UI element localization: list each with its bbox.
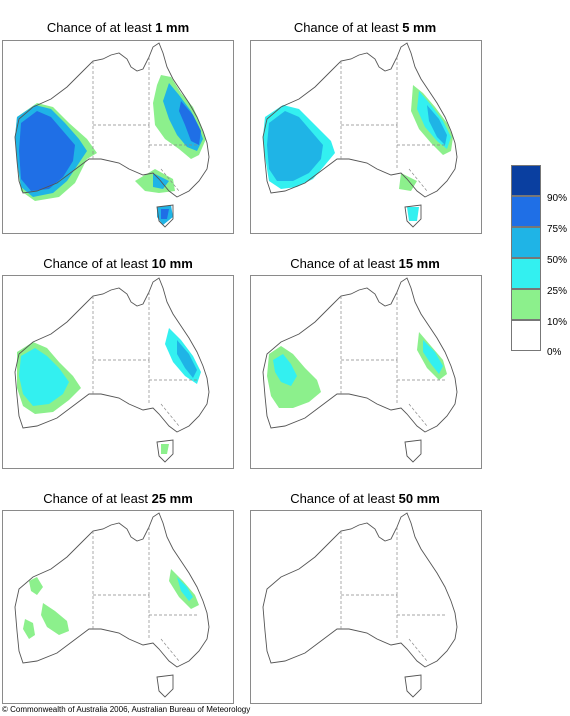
tasmania-rain <box>161 444 169 454</box>
australia-coastline <box>262 277 458 433</box>
state-borders <box>92 292 199 427</box>
state-borders <box>92 527 199 662</box>
state-borders <box>92 57 199 192</box>
probability-legend: 90% 75% 50% 25% 10% 0% <box>511 165 567 358</box>
rain-area-west-25mm <box>23 577 69 639</box>
map-50mm <box>262 512 458 698</box>
legend-label-90: 90% <box>547 193 568 204</box>
rain-area-west-5mm <box>263 105 335 189</box>
australia-coastline <box>14 277 210 433</box>
panel-title-15mm: Chance of at least 15 mm <box>290 256 440 271</box>
rain-area-east-1mm <box>153 75 206 159</box>
tasmania-outline <box>404 674 422 698</box>
map-1mm <box>14 42 210 228</box>
map-panel-50mm <box>250 510 482 704</box>
tasmania-outline <box>156 439 174 463</box>
state-borders <box>340 292 447 427</box>
rain-area-south-1mm <box>135 169 175 225</box>
tasmania-outline <box>404 439 422 463</box>
legend-swatch-25 <box>511 258 541 289</box>
tasmania-outline <box>404 204 422 228</box>
rain-area-west-1mm <box>15 103 97 201</box>
map-10mm <box>14 277 210 463</box>
map-panel-25mm <box>2 510 234 704</box>
tasmania-outline <box>156 674 174 698</box>
legend-swatch-90 <box>511 165 541 196</box>
state-borders <box>340 527 447 662</box>
rain-area-west-10mm <box>17 342 81 414</box>
map-25mm <box>14 512 210 698</box>
rain-area-east-5mm <box>411 85 453 155</box>
panel-title-1mm: Chance of at least 1 mm <box>46 20 190 35</box>
rain-area-east-25mm <box>169 569 199 609</box>
australia-coastline <box>262 512 458 668</box>
tasmania-outline <box>156 204 174 228</box>
rain-area-east-15mm <box>417 332 447 380</box>
australia-coastline <box>14 42 210 198</box>
legend-swatch-10 <box>511 289 541 320</box>
rain-area-east-10mm <box>165 328 201 384</box>
map-panel-5mm <box>250 40 482 234</box>
panel-title-5mm: Chance of at least 5 mm <box>293 20 437 35</box>
legend-swatch-0 <box>511 320 541 351</box>
rain-area-west-15mm <box>267 346 321 408</box>
panel-title-25mm: Chance of at least 25 mm <box>43 491 193 506</box>
map-panel-1mm <box>2 40 234 234</box>
panel-title-50mm: Chance of at least 50 mm <box>290 491 440 506</box>
panel-title-10mm: Chance of at least 10 mm <box>43 256 193 271</box>
rain-area-south-5mm <box>399 173 419 221</box>
copyright-notice: © Commonwealth of Australia 2006, Austra… <box>2 705 251 714</box>
map-panel-15mm <box>250 275 482 469</box>
australia-coastline <box>262 42 458 198</box>
australia-coastline <box>14 512 210 668</box>
legend-label-50: 50% <box>547 255 568 266</box>
state-borders <box>340 57 447 192</box>
map-5mm <box>262 42 458 228</box>
legend-label-25: 25% <box>547 286 568 297</box>
legend-swatch-75 <box>511 196 541 227</box>
map-15mm <box>262 277 458 463</box>
legend-label-10: 10% <box>547 317 568 328</box>
legend-label-75: 75% <box>547 224 568 235</box>
legend-swatch-50 <box>511 227 541 258</box>
legend-label-0: 0% <box>547 347 562 358</box>
map-panel-10mm <box>2 275 234 469</box>
